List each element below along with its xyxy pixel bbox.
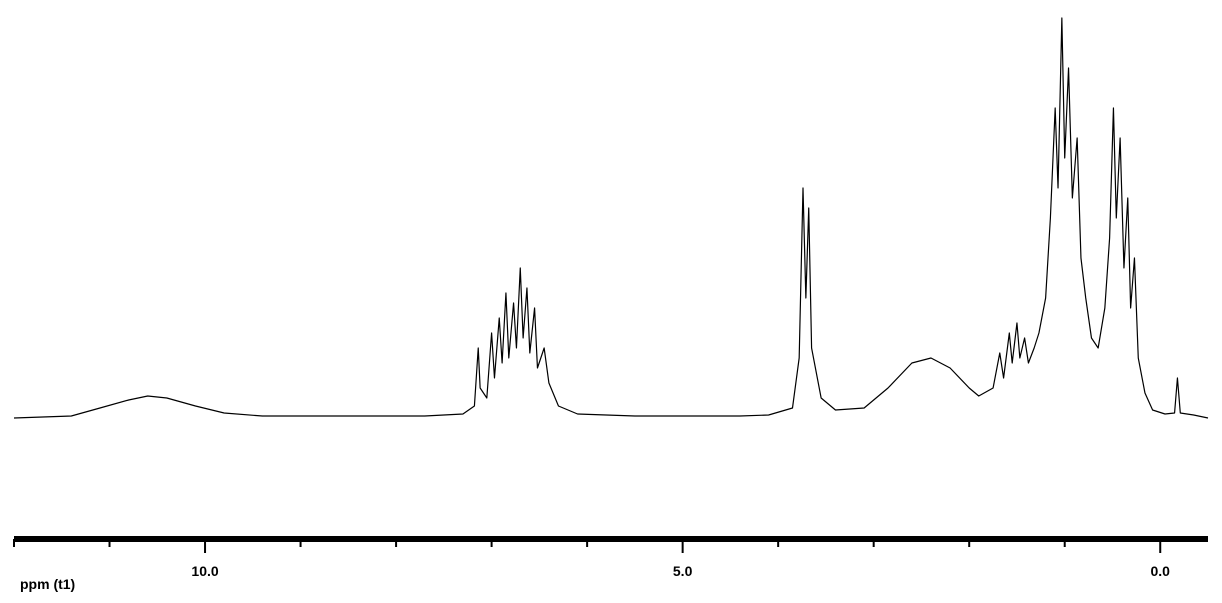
x-axis-tick-label: 5.0 bbox=[673, 563, 693, 579]
nmr-spectrum-chart: 10.0 5.0 0.0 ppm (t1) bbox=[0, 0, 1222, 603]
x-axis-tick-label: 10.0 bbox=[191, 563, 218, 579]
x-axis-tick-label: 0.0 bbox=[1151, 563, 1171, 579]
nmr-trace-line bbox=[14, 18, 1208, 418]
x-axis-label: ppm (t1) bbox=[20, 576, 75, 592]
spectrum-svg: 10.0 5.0 0.0 bbox=[0, 0, 1222, 603]
